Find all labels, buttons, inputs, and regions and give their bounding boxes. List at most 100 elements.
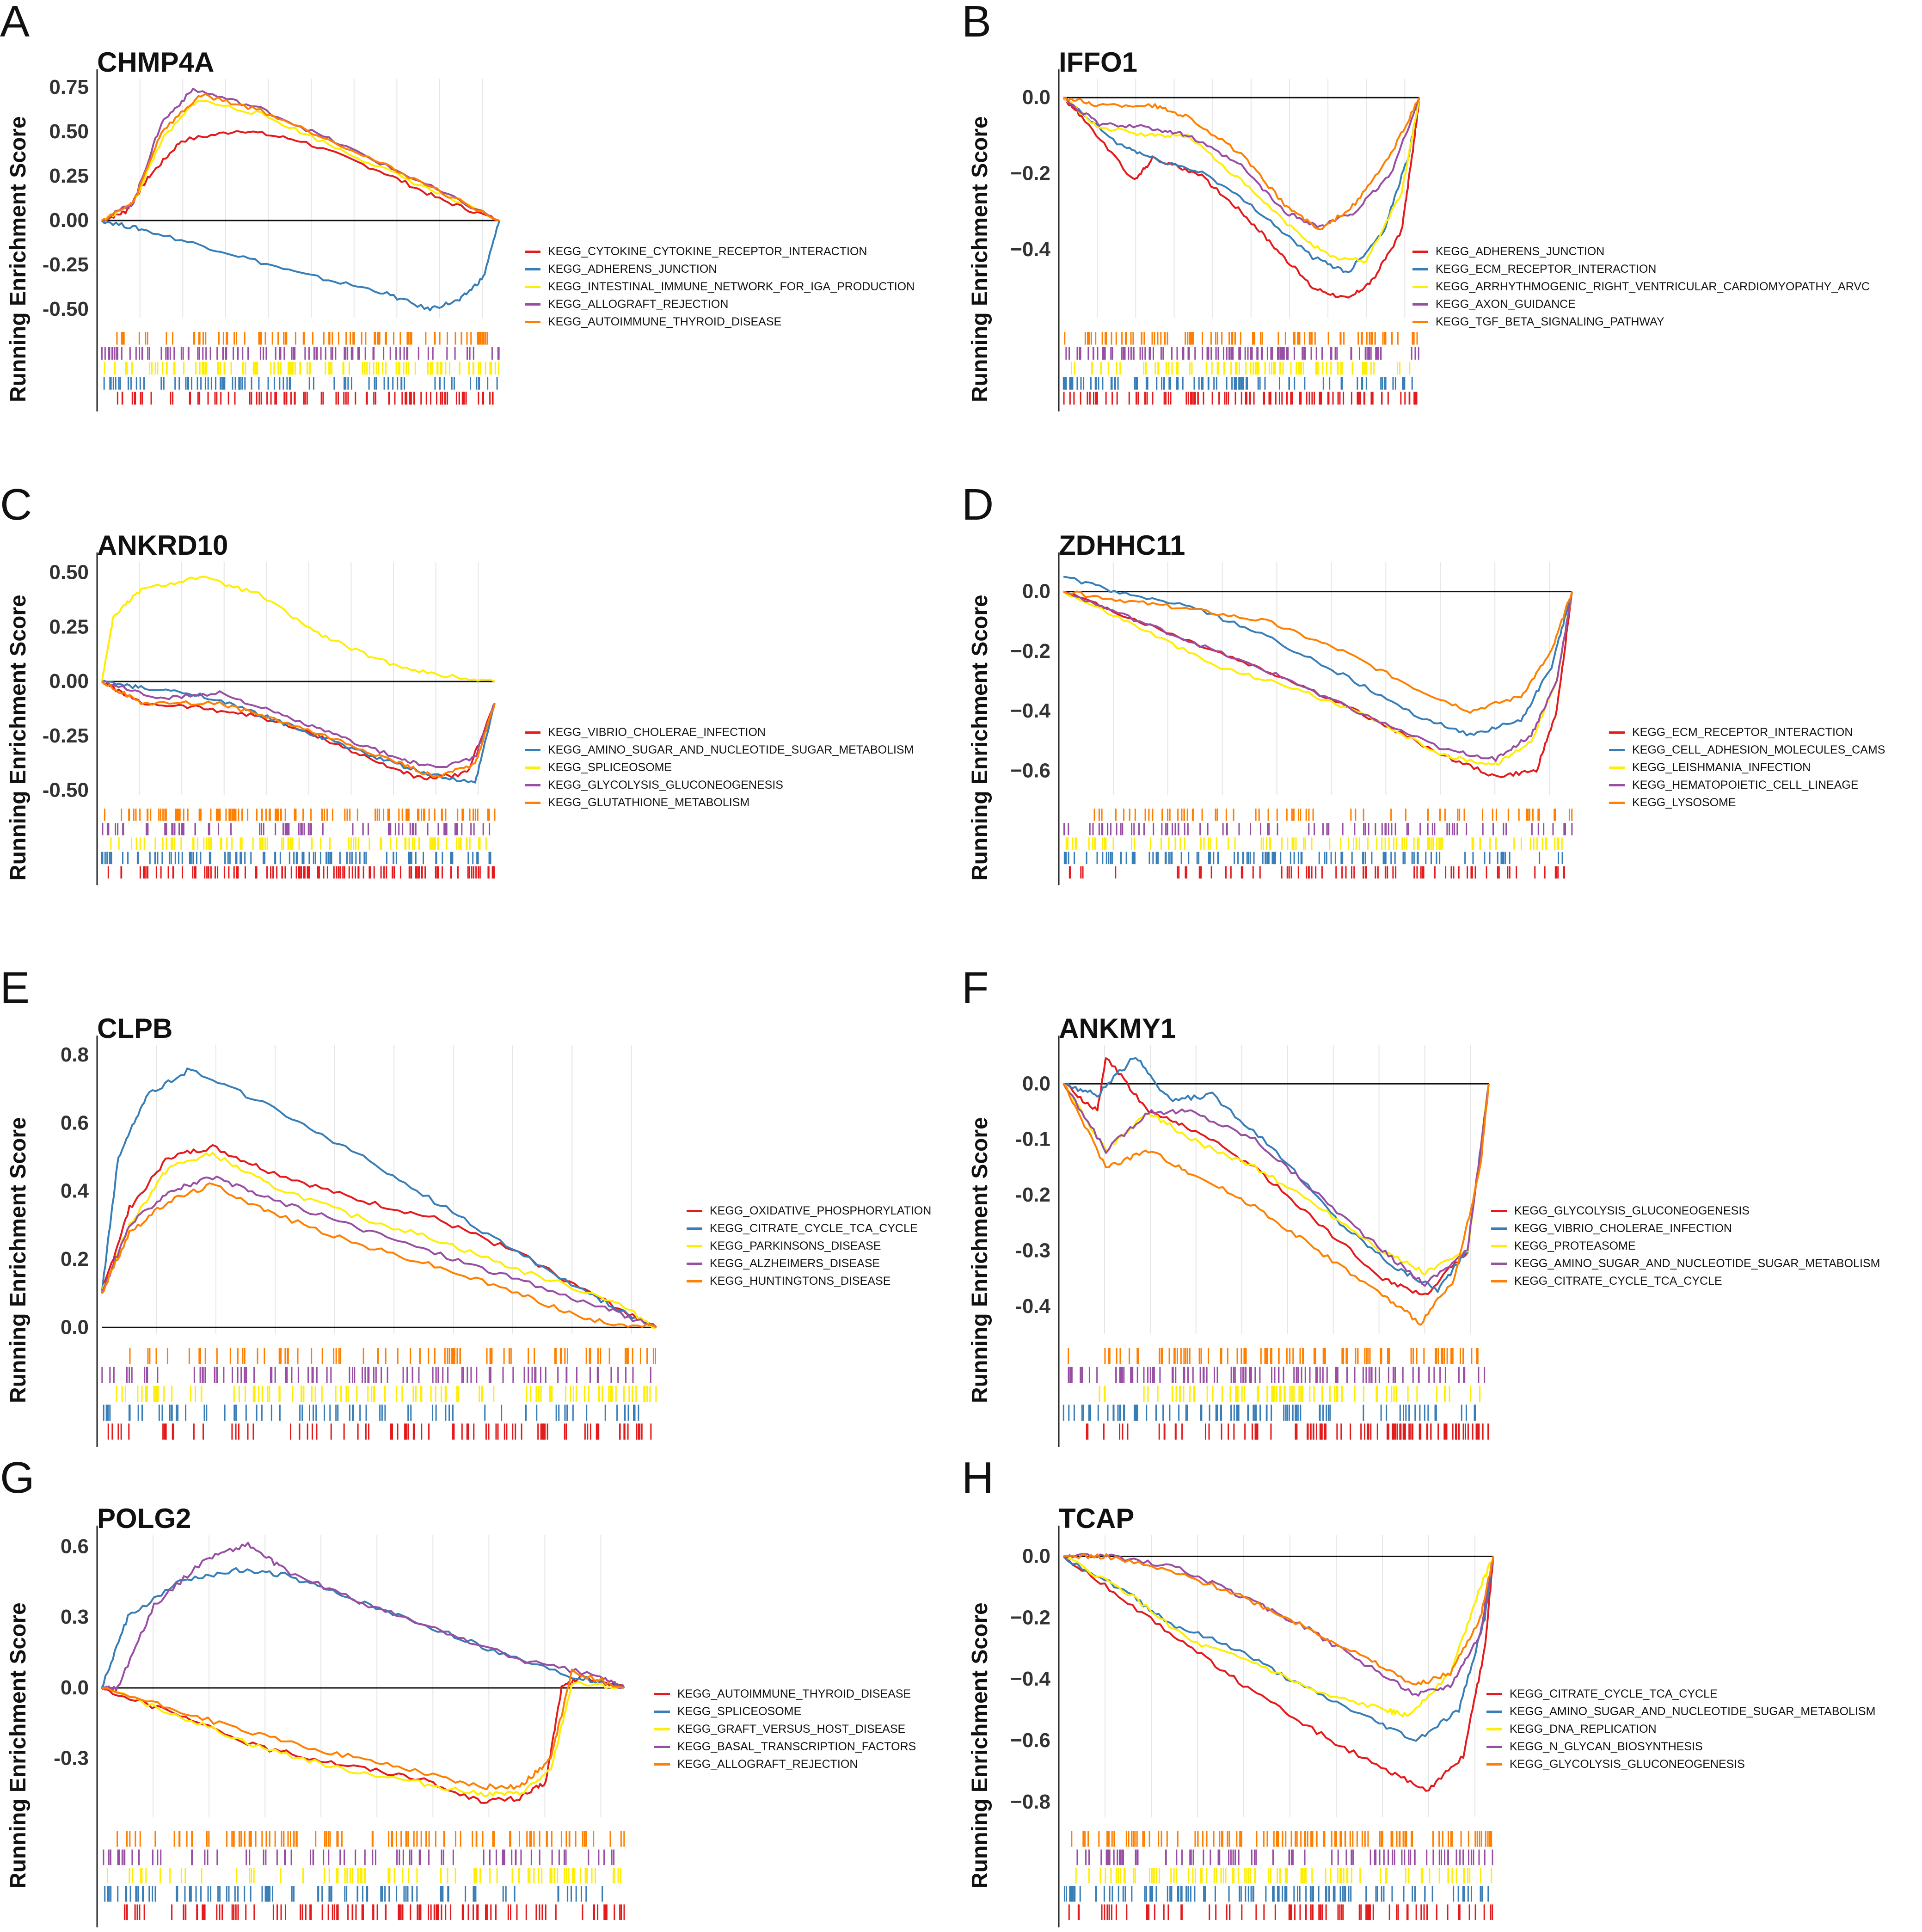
panel-letter: C — [0, 480, 32, 529]
legend-label: KEGG_CITRATE_CYCLE_TCA_CYCLE — [1514, 1274, 1722, 1288]
legend-item: KEGG_LYSOSOME — [1609, 794, 1885, 811]
legend-item: KEGG_HUNTINGTONS_DISEASE — [687, 1272, 931, 1290]
legend-item: KEGG_GLYCOLYSIS_GLUCONEOGENESIS — [525, 776, 914, 794]
legend-swatch — [1491, 1262, 1507, 1265]
y-tick-label: 0.2 — [61, 1248, 89, 1270]
legend-item: KEGG_ADHERENS_JUNCTION — [525, 260, 915, 278]
y-tick-label: 0.8 — [61, 1043, 89, 1066]
legend-item: KEGG_SPLICEOSOME — [654, 1703, 916, 1720]
legend-swatch — [687, 1245, 702, 1247]
series-line — [101, 1067, 657, 1329]
panel-b: B IFFO1 Running Enrichment Score 0.0 −0.2 −0.… — [962, 0, 1870, 416]
series-line — [101, 1541, 625, 1692]
series-line — [1063, 1555, 1494, 1718]
series-line — [1062, 1553, 1494, 1697]
legend-item: KEGG_AUTOIMMUNE_THYROID_DISEASE — [525, 313, 915, 331]
legend-item: KEGG_ALZHEIMERS_DISEASE — [687, 1255, 931, 1272]
legend-item: KEGG_INTESTINAL_IMMUNE_NETWORK_FOR_IGA_P… — [525, 278, 915, 295]
legend-swatch — [1609, 784, 1625, 786]
legend-item: KEGG_PARKINSONS_DISEASE — [687, 1237, 931, 1255]
series-line — [1063, 590, 1573, 762]
series-line — [101, 220, 500, 312]
legend-swatch — [1609, 766, 1625, 769]
legend-swatch — [1486, 1710, 1502, 1713]
legend-item: KEGG_TGF_BETA_SIGNALING_PATHWAY — [1412, 313, 1870, 331]
legend-swatch — [654, 1728, 670, 1730]
series-line — [1063, 97, 1420, 273]
legend-label: KEGG_AMINO_SUGAR_AND_NUCLEOTIDE_SUGAR_ME… — [548, 743, 914, 756]
series-line — [1062, 97, 1420, 299]
legend-item: KEGG_ECM_RECEPTOR_INTERACTION — [1412, 260, 1870, 278]
legend-label: KEGG_ADHERENS_JUNCTION — [1436, 245, 1605, 258]
legend-label: KEGG_ALLOGRAFT_REJECTION — [677, 1757, 858, 1771]
legend-swatch — [1491, 1280, 1507, 1282]
series-line — [1063, 97, 1420, 228]
y-tick-label: -0.4 — [1015, 1295, 1050, 1318]
plot-svg: 0.8 0.6 0.4 0.2 0.0 — [61, 1036, 657, 1447]
legend-item: KEGG_BASAL_TRANSCRIPTION_FACTORS — [654, 1738, 916, 1755]
legend-label: KEGG_GLYCOLYSIS_GLUCONEOGENESIS — [1514, 1204, 1750, 1217]
legend-swatch — [1412, 285, 1428, 288]
y-tick-label: 0.0 — [1022, 1545, 1050, 1567]
y-tick-label: −0.6 — [1010, 1729, 1050, 1752]
legend-swatch — [525, 766, 540, 769]
legend-item: KEGG_AMINO_SUGAR_AND_NUCLEOTIDE_SUGAR_ME… — [1486, 1703, 1875, 1720]
series-line — [101, 1567, 625, 1689]
legend-swatch — [525, 748, 540, 751]
y-tick-label: 0.0 — [1022, 1072, 1050, 1095]
y-tick-label: -0.3 — [54, 1747, 89, 1770]
legend-swatch — [1486, 1693, 1502, 1695]
legend-swatch — [1412, 303, 1428, 306]
legend-swatch — [525, 303, 540, 306]
legend-swatch — [1412, 320, 1428, 323]
legend-label: KEGG_AXON_GUIDANCE — [1436, 297, 1576, 311]
gene-title: CHMP4A — [97, 47, 215, 78]
series-line — [1063, 590, 1573, 714]
plot-svg: 0.0 −0.2 −0.4 −0.6 −0.8 — [1010, 1526, 1494, 1927]
legend-label: KEGG_GRAFT_VERSUS_HOST_DISEASE — [677, 1722, 906, 1736]
legend-item: KEGG_GLYCOLYSIS_GLUCONEOGENESIS — [1491, 1202, 1880, 1220]
gene-title: ANKRD10 — [97, 530, 228, 561]
series-line — [101, 1681, 625, 1797]
legend-swatch — [654, 1710, 670, 1713]
legend-item: KEGG_ADHERENS_JUNCTION — [1412, 243, 1870, 260]
legend-item: KEGG_SPLICEOSOME — [525, 759, 914, 776]
legend-item: KEGG_AMINO_SUGAR_AND_NUCLEOTIDE_SUGAR_ME… — [525, 741, 914, 759]
legend-label: KEGG_SPLICEOSOME — [677, 1705, 802, 1718]
y-tick-label: -0.1 — [1015, 1128, 1050, 1151]
legend-item: KEGG_CELL_ADHESION_MOLECULES_CAMS — [1609, 741, 1885, 759]
legend-swatch — [525, 784, 540, 786]
y-tick-label: 0.6 — [61, 1111, 89, 1134]
legend-label: KEGG_GLYCOLYSIS_GLUCONEOGENESIS — [548, 778, 783, 791]
legend-label: KEGG_GLYCOLYSIS_GLUCONEOGENESIS — [1510, 1757, 1745, 1771]
panel-d: D ZDHHC11 Running Enrichment Score 0.0 −0.2−… — [962, 480, 1922, 890]
plot-svg: 0.6 0.3 0.0 -0.3 — [54, 1526, 625, 1927]
panel-c: C ANKRD10 Running Enrichment Score 0.50 0.25… — [0, 480, 941, 890]
legend-label: KEGG_CITRATE_CYCLE_TCA_CYCLE — [1510, 1687, 1718, 1700]
legend-swatch — [1491, 1227, 1507, 1230]
legend-swatch — [687, 1209, 702, 1212]
legend-item: KEGG_AXON_GUIDANCE — [1412, 295, 1870, 313]
legend-item: KEGG_ALLOGRAFT_REJECTION — [654, 1755, 916, 1773]
legend-swatch — [1491, 1245, 1507, 1247]
legend-label: KEGG_AUTOIMMUNE_THYROID_DISEASE — [677, 1687, 911, 1700]
legend-label: KEGG_CITRATE_CYCLE_TCA_CYCLE — [710, 1221, 918, 1235]
legend-swatch — [525, 731, 540, 734]
series-line — [101, 1152, 657, 1329]
plot-svg: 0.0 -0.1 -0.2 -0.3 -0.4 — [1015, 1036, 1490, 1447]
legend-item: KEGG_CITRATE_CYCLE_TCA_CYCLE — [1486, 1685, 1875, 1703]
panel-a: A CHMP4A Running Enrichment Score 0.75 0.50 0… — [0, 0, 941, 416]
series-line — [1062, 1555, 1494, 1792]
y-tick-label: 0.0 — [61, 1676, 89, 1699]
y-tick-label: 0.6 — [61, 1535, 89, 1558]
plot-svg: 0.75 0.50 0.25 0.00 -0.25 -0.50 — [43, 69, 500, 411]
legend-label: KEGG_TGF_BETA_SIGNALING_PATHWAY — [1436, 315, 1664, 328]
legend-label: KEGG_ALLOGRAFT_REJECTION — [548, 297, 729, 311]
legend-item: KEGG_GLUTATHIONE_METABOLISM — [525, 794, 914, 811]
legend-swatch — [687, 1227, 702, 1230]
panel-g: G POLG2 Running Enrichment Score 0.6 0.3 0.0-… — [0, 1453, 1070, 1932]
series-line — [101, 576, 495, 682]
series-line — [1062, 1083, 1490, 1326]
series-line — [1062, 1083, 1490, 1287]
series-line — [101, 681, 496, 780]
